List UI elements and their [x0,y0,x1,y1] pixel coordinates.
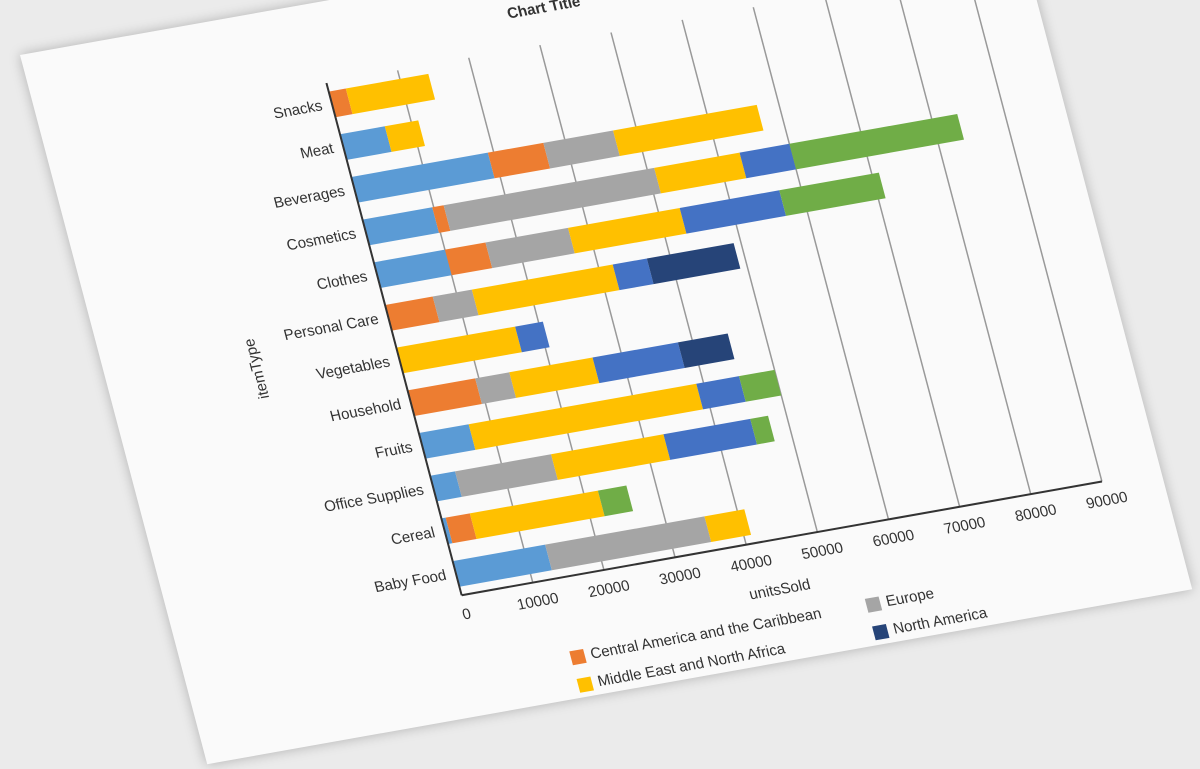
bar-segment [445,513,477,544]
y-tick-label: Clothes [315,268,370,294]
bar-segment [679,190,787,234]
x-tick-label: 90000 [1084,489,1129,513]
grid-line [752,7,890,520]
chart: Chart Title unitsSold itemType 0 10000 200… [241,0,1130,693]
bar-segment [597,485,634,517]
bar-segment [384,120,425,152]
bar-segment [351,152,495,203]
grid-line [539,45,676,558]
bar-segment [407,378,482,416]
y-tick-label: Fruits [373,439,415,462]
bar-segment [345,73,436,115]
bar-segment [475,372,517,404]
legend-swatch [569,648,587,666]
bar-segment [432,205,451,233]
bar-segment [663,418,757,460]
bar-segment [509,357,600,398]
x-tick-label: 70000 [942,514,987,538]
bar-segment [468,383,704,450]
bar-segment [362,207,439,246]
y-axis-line [325,82,463,596]
bar-segment [738,369,782,402]
bar-segment [396,326,522,374]
bar-segment [373,249,452,288]
bar-segment [455,454,558,497]
bar-segment [441,517,453,545]
page: {"chart_data": {"type": "stacked-bar-hor… [20,0,1193,765]
bar-segment [452,544,552,587]
x-tick-label: 20000 [586,577,631,601]
bar-segment [471,264,620,316]
bar-segment [485,227,575,269]
grid-line [894,0,1032,495]
bar-segment [613,104,764,157]
bar-segment [789,113,964,170]
grid-line [681,19,819,533]
y-tick-label: Personal Care [282,311,381,344]
y-tick-label: Baby Food [372,567,448,596]
x-axis-line [461,480,1103,597]
chart-card: Chart Title unitsSold itemType 0 10000 200… [20,0,1193,765]
legend-label: North America [891,604,989,637]
grid-line [610,32,747,545]
bar-segment [545,516,712,571]
legend-label: Europe [884,585,936,610]
bar-segment [430,471,462,502]
bar-segment [750,415,775,445]
y-axis-label: itemType [241,337,273,400]
bar-segment [696,376,746,410]
bar-segment [739,143,797,179]
y-tick-label: Household [328,396,403,425]
bar-segment [543,130,620,169]
y-tick-label: Meat [298,140,336,163]
bar-segment [444,242,493,276]
bar-segment [677,333,735,368]
x-tick-label: 30000 [657,565,702,589]
y-tick-label: Beverages [272,183,347,212]
grid-line [467,57,605,571]
x-tick-label: 50000 [800,539,845,563]
chart-title: Chart Title [505,0,582,23]
legend-swatch [872,624,890,641]
y-tick-label: Cereal [389,524,437,548]
bar-segment [567,207,687,254]
bar-segment [654,152,747,194]
bar-segment [487,142,551,179]
bar-segment [385,296,440,331]
grid-line [396,70,534,583]
legend-swatch [576,676,594,693]
x-tick-label: 80000 [1013,501,1058,525]
bar-segment [443,167,661,231]
bar-segment [432,289,479,323]
x-tick-label: 40000 [729,552,774,576]
bar-segment [612,258,654,291]
bar-segment [418,424,476,459]
y-tick-label: Snacks [272,97,325,122]
bar-segment [646,243,741,285]
bar-segment [551,434,671,480]
x-tick-label: 0 [460,605,473,623]
y-tick-label: Office Supplies [322,481,426,515]
grid-line [965,0,1103,482]
x-tick-label: 10000 [515,590,560,614]
bar-segment [515,321,550,353]
legend-swatch [864,596,883,613]
bar-segment [328,88,353,118]
bar-segment [779,172,886,216]
y-tick-label: Vegetables [314,353,392,383]
bar-segment [592,342,685,384]
x-axis-label: unitsSold [747,576,812,603]
grid-line [823,0,961,507]
bar-segment [339,126,392,160]
bar-segment [469,490,605,539]
y-tick-label: Cosmetics [285,225,359,254]
bar-segment [704,509,752,542]
x-tick-label: 60000 [871,527,916,551]
